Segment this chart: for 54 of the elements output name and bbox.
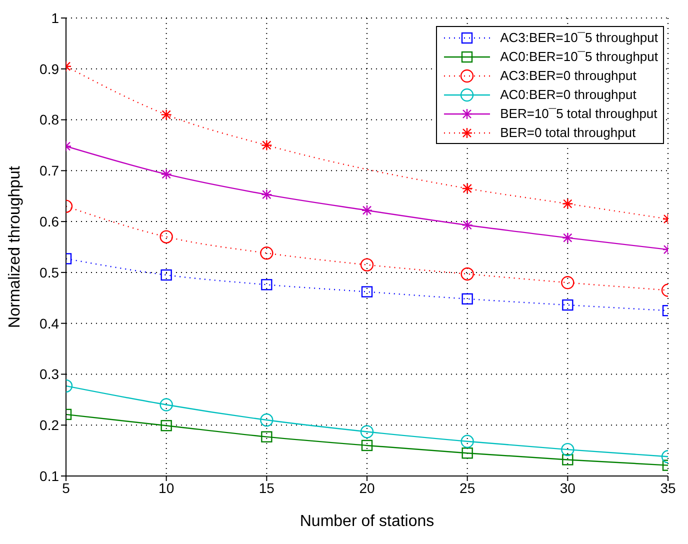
legend-label: AC0:BER=0 throughput bbox=[500, 87, 636, 102]
x-tick-label: 25 bbox=[460, 480, 476, 496]
point bbox=[562, 198, 574, 210]
point bbox=[460, 267, 474, 281]
point bbox=[360, 425, 374, 438]
legend-label: AC3:BER=10¯5 throughput bbox=[500, 30, 658, 45]
legend-label: AC0:BER=10¯5 throughput bbox=[500, 49, 658, 64]
legend-label: BER=10¯5 total throughput bbox=[500, 106, 658, 121]
y-tick-label: 0.5 bbox=[40, 264, 60, 280]
legend-label: AC3:BER=0 throughput bbox=[500, 68, 636, 83]
point bbox=[462, 220, 473, 231]
legend-label: BER=0 total throughput bbox=[500, 125, 636, 140]
y-tick-label: 0.1 bbox=[40, 468, 60, 484]
point bbox=[562, 454, 574, 466]
point bbox=[160, 109, 172, 120]
y-tick-label: 0.3 bbox=[40, 366, 60, 382]
point bbox=[160, 230, 173, 244]
point bbox=[460, 434, 474, 448]
x-tick-label: 15 bbox=[258, 480, 275, 496]
point bbox=[562, 232, 574, 244]
point bbox=[260, 246, 274, 260]
x-tick-label: 5 bbox=[62, 480, 70, 496]
point bbox=[361, 440, 373, 452]
point bbox=[160, 168, 172, 180]
point bbox=[462, 448, 473, 459]
point bbox=[160, 269, 172, 281]
x-axis-title: Number of stations bbox=[300, 513, 434, 530]
y-tick-label: 0.6 bbox=[40, 214, 60, 230]
point bbox=[261, 431, 272, 442]
point bbox=[261, 188, 272, 200]
x-tick-label: 35 bbox=[660, 480, 676, 496]
point bbox=[361, 286, 373, 298]
point bbox=[160, 420, 172, 432]
point bbox=[160, 398, 173, 412]
y-tick-label: 0.2 bbox=[40, 417, 60, 434]
y-tick-label: 0.7 bbox=[40, 162, 60, 179]
point bbox=[561, 276, 574, 290]
point bbox=[562, 299, 574, 311]
point bbox=[261, 140, 272, 151]
x-tick-label: 20 bbox=[359, 480, 375, 496]
point bbox=[360, 258, 374, 272]
point bbox=[462, 182, 473, 194]
y-axis-title: Normalized throughput bbox=[6, 166, 24, 328]
y-tick-label: 1 bbox=[51, 10, 60, 26]
point bbox=[561, 442, 574, 456]
x-tick-label: 30 bbox=[560, 480, 576, 496]
point bbox=[361, 204, 373, 216]
point bbox=[462, 293, 473, 305]
y-tick-label: 0.4 bbox=[40, 315, 60, 332]
y-tick-label: 0.9 bbox=[40, 60, 60, 77]
point bbox=[261, 279, 272, 290]
x-tick-label: 10 bbox=[158, 480, 174, 496]
point bbox=[260, 413, 274, 427]
y-tick-label: 0.8 bbox=[40, 112, 60, 128]
